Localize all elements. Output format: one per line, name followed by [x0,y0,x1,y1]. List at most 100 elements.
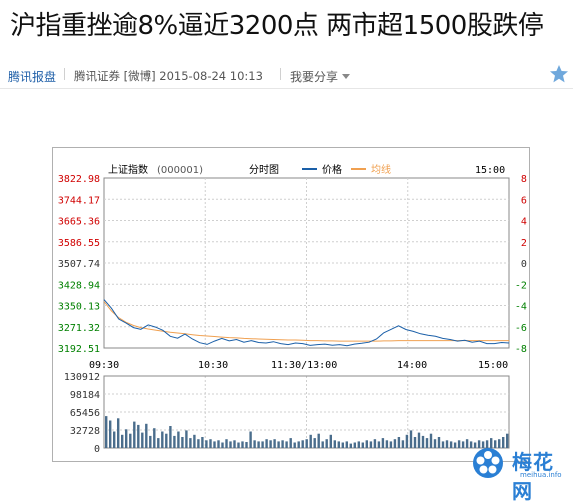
volume-tick-label: 98184 [70,390,100,401]
legend-price-label: 价格 [322,163,342,176]
volume-bar [273,439,276,448]
volume-bar [105,416,108,448]
volume-axis: 130912 98184 65456 32728 0 [64,372,100,455]
percent-axis: 8.99% 6.74% 4.49% 2.25% 0.00% -2.25% -4.49% -6.… [515,174,529,355]
price-tick-label: 3192.51 [58,344,100,355]
volume-bar [289,438,292,448]
volume-bar [165,433,168,448]
volume-bar [209,439,212,448]
price-tick-label: 3822.98 [58,174,100,185]
volume-bar [453,442,457,448]
volume-bar [237,442,240,448]
volume-bar [285,441,288,448]
volume-bar [389,441,393,448]
logo-url: meihua.info [520,471,562,479]
volume-bar [433,439,437,448]
chart-mode-label: 分时图 [249,164,279,176]
volume-bar [494,440,497,448]
volume-bar [397,437,401,448]
volume-bar [321,441,324,448]
percent-tick-label: 8.99% [521,174,529,185]
volume-bar [141,432,144,448]
volume-bar [369,441,373,448]
time-label-1500: 15:00 [478,360,508,371]
volume-bar [297,441,300,448]
time-label-1130-1300: 11:30/13:00 [271,360,337,371]
volume-bar [417,432,421,448]
volume-bar [381,438,385,448]
price-tick-label: 3744.17 [58,195,100,206]
volume-bar [133,421,136,448]
volume-bar [502,437,505,448]
volume-bar [469,441,473,448]
volume-bar [393,439,397,448]
volume-bar [185,430,188,448]
flower-logo-icon [473,448,503,478]
index-name: 上证指数 [108,163,148,176]
volume-bar [117,418,120,448]
meta-divider [64,68,65,80]
volume-bar [477,440,481,448]
volume-bar [249,431,252,448]
volume-bar [173,435,176,448]
price-tick-label: 3586.55 [58,238,100,249]
volume-bar [121,434,124,448]
price-tick-label: 3350.13 [58,302,100,313]
volume-bar [437,437,441,448]
average-price-line [103,301,509,342]
volume-bar [125,429,128,448]
volume-bar [481,441,485,448]
volume-bar [257,441,260,448]
time-label-0930: 09:30 [89,360,119,371]
volume-bar [217,440,220,448]
percent-tick-label: 6.74% [521,195,529,206]
volume-bar [277,441,280,448]
volume-bar [385,440,389,448]
volume-tick-label: 65456 [70,408,100,419]
volume-bar [345,441,348,448]
stock-chart-panel: 上证指数 (000001) 分时图 价格 均线 15:00 3822.98 374… [52,147,530,462]
volume-bar [429,433,433,448]
volume-bar [405,434,409,448]
volume-bar [265,439,268,448]
percent-tick-label: -2.25% [515,280,529,291]
volume-bar [301,440,304,448]
volume-bar [161,431,164,448]
article-headline: 沪指重挫逾8%逼近3200点 两市超1500股跌停 [10,11,544,41]
percent-tick-label: -4.49% [515,302,529,313]
volume-bar [309,434,312,448]
volume-bar [201,437,204,448]
volume-bar [229,441,232,448]
volume-bar [113,431,116,448]
volume-tick-label: 0 [94,444,100,455]
volume-bar [233,440,236,448]
source-link[interactable]: 腾讯报盘 [8,70,57,84]
volume-bar [498,439,501,448]
price-line [103,299,510,347]
volume-bar [269,440,272,448]
volume-bar [153,428,156,448]
volume-bar [457,440,461,448]
price-tick-label: 3271.32 [58,323,100,334]
percent-tick-label: 2.25% [521,238,529,249]
price-tick-label: 3507.74 [58,259,100,270]
volume-bar [445,440,449,448]
volume-tick-label: 32728 [70,426,100,437]
article-meta-bar: 腾讯报盘 腾讯证券 [微博] 2015-08-24 10:13 我要分享 [0,62,573,89]
volume-bar [157,438,160,448]
volume-bar [353,442,356,448]
volume-bar [145,423,148,448]
share-dropdown[interactable]: 我要分享 [290,68,351,85]
favorite-star-icon[interactable] [549,64,569,84]
volume-bar [213,441,216,448]
volume-bar [490,438,493,448]
volume-bar [461,441,465,448]
volume-bar [441,441,445,448]
volume-bar [325,439,328,448]
volume-bar [205,440,208,448]
volume-bar [109,420,112,448]
volume-bar [313,438,316,448]
volume-bar [197,439,200,448]
percent-tick-label: -8.99% [515,344,529,355]
price-axis: 3822.98 3744.17 3665.36 3586.55 3507.74 3428.… [58,174,100,355]
